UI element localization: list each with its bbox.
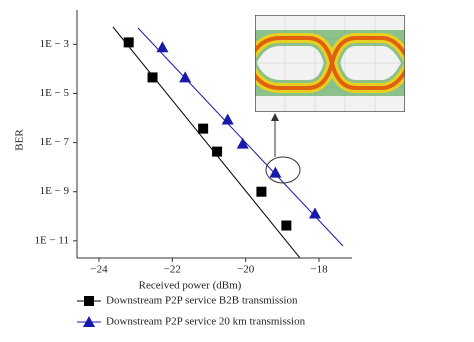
data-point bbox=[269, 166, 282, 178]
data-point bbox=[156, 41, 169, 53]
y-tick-label: 1E − 5 bbox=[40, 87, 70, 99]
highlight-ellipse bbox=[265, 156, 301, 184]
data-point bbox=[123, 37, 134, 48]
data-point bbox=[147, 72, 158, 83]
legend-label: Downstream P2P service B2B transmission bbox=[106, 295, 298, 307]
eye-diagram-inset bbox=[255, 15, 405, 112]
legend-label: Downstream P2P service 20 km transmissio… bbox=[106, 316, 306, 328]
y-tick-label: 1E − 7 bbox=[40, 136, 70, 148]
data-point bbox=[281, 220, 292, 231]
data-point bbox=[236, 137, 249, 149]
legend-marker bbox=[84, 296, 94, 306]
x-axis-label: Received power (dBm) bbox=[139, 280, 242, 292]
y-tick-label: 1E − 11 bbox=[34, 234, 69, 246]
x-tick-label: −24 bbox=[90, 264, 108, 276]
data-point bbox=[221, 113, 234, 125]
data-point bbox=[198, 123, 209, 134]
y-tick-label: 1E − 9 bbox=[40, 185, 70, 197]
x-tick-label: −20 bbox=[237, 264, 255, 276]
data-point bbox=[308, 207, 321, 219]
x-tick-label: −22 bbox=[164, 264, 181, 276]
fit-line bbox=[112, 26, 301, 259]
x-tick-label: −18 bbox=[310, 264, 328, 276]
y-tick-label: 1E − 3 bbox=[40, 38, 70, 50]
y-axis-label: BER bbox=[14, 129, 26, 151]
fit-line bbox=[137, 27, 344, 247]
legend-marker bbox=[83, 316, 95, 327]
data-point bbox=[179, 71, 192, 83]
data-point bbox=[212, 146, 223, 157]
data-point bbox=[256, 186, 267, 197]
